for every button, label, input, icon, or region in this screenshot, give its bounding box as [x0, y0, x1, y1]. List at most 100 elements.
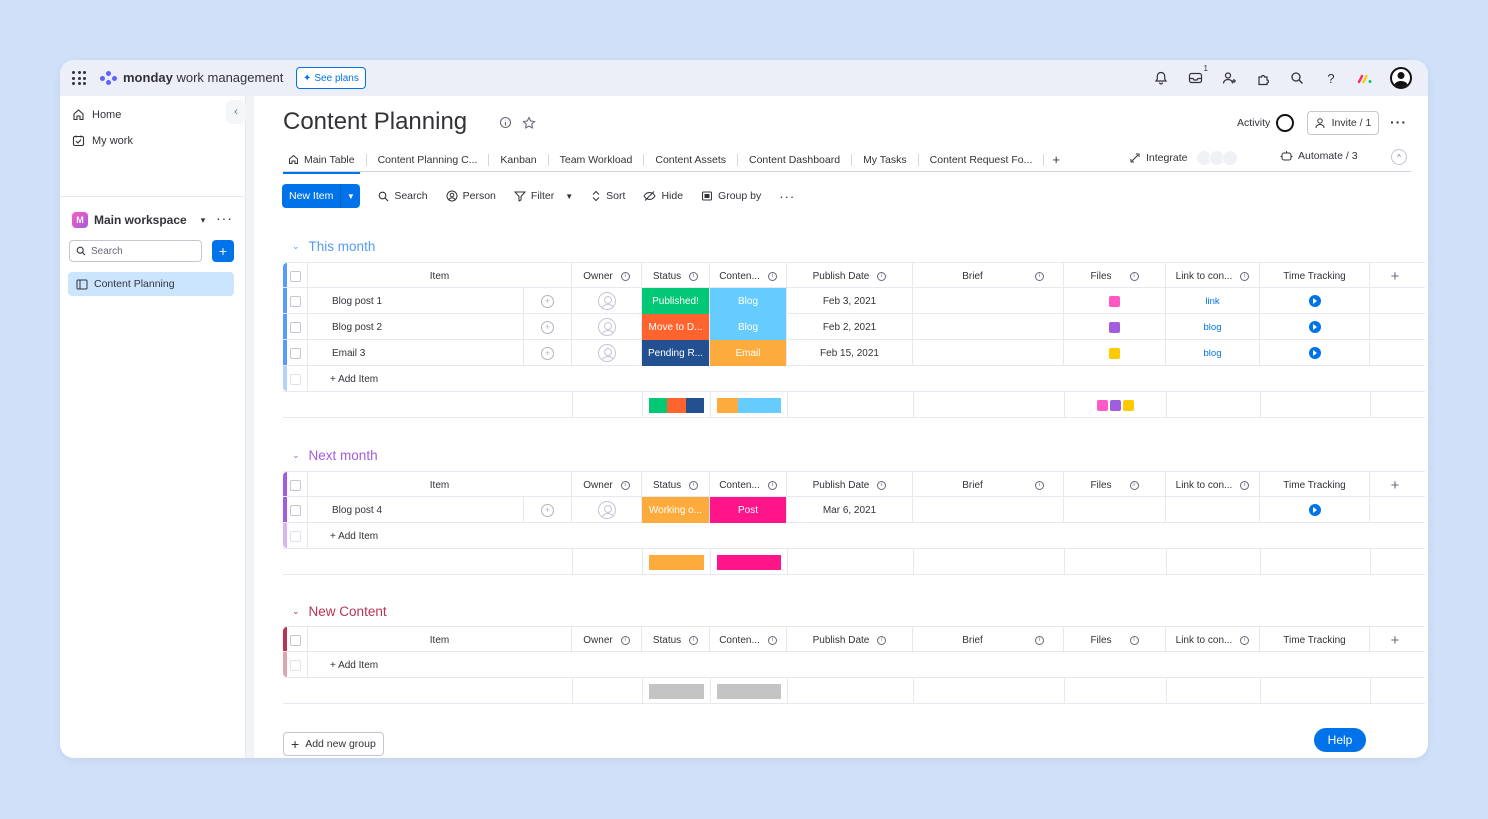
table-row[interactable]: Blog post 2 + Move to D... Blog Feb 2, 2…	[283, 314, 1425, 340]
conversation-button[interactable]: +	[524, 497, 572, 523]
tab-content-assets[interactable]: Content Assets	[643, 153, 737, 166]
files-cell[interactable]	[1064, 288, 1166, 314]
group-title[interactable]: New Content	[308, 604, 387, 619]
sidebar-item-home[interactable]: Home	[72, 108, 121, 121]
link-cell[interactable]	[1166, 497, 1260, 523]
time-tracking-cell[interactable]	[1260, 340, 1370, 366]
star-icon[interactable]	[522, 116, 536, 133]
person-filter-button[interactable]: Person	[446, 190, 496, 202]
link-cell[interactable]: blog	[1166, 314, 1260, 340]
sidebar-search-input[interactable]: Search	[69, 240, 202, 262]
content-type-cell[interactable]: Blog	[710, 314, 787, 340]
owner-cell[interactable]	[572, 288, 642, 314]
status-cell[interactable]: Move to D...	[642, 314, 710, 340]
files-cell[interactable]	[1064, 497, 1166, 523]
owner-cell[interactable]	[572, 497, 642, 523]
column-header-brief[interactable]: Brief i	[913, 627, 1064, 653]
add-item-input[interactable]: + Add Item	[330, 530, 379, 542]
files-summary[interactable]	[1064, 392, 1166, 418]
tab-team-workload[interactable]: Team Workload	[547, 153, 644, 166]
files-cell[interactable]	[1064, 340, 1166, 366]
conversation-button[interactable]: +	[524, 288, 572, 314]
column-header-item[interactable]: Item	[308, 627, 572, 653]
search-icon[interactable]	[1288, 69, 1306, 87]
column-header-files[interactable]: Files i	[1064, 627, 1166, 653]
status-cell[interactable]: Working o...	[642, 497, 710, 523]
new-item-button[interactable]: New Item ▼	[282, 184, 361, 208]
add-column-button[interactable]: +	[1390, 267, 1400, 285]
brief-cell[interactable]	[913, 314, 1064, 340]
content-type-summary[interactable]	[710, 678, 787, 704]
chevron-down-icon[interactable]: ▼	[346, 191, 355, 201]
column-header-files[interactable]: Files i	[1064, 263, 1166, 289]
select-all-checkbox[interactable]	[283, 472, 308, 498]
item-name[interactable]: Blog post 2	[308, 314, 524, 340]
column-header-brief[interactable]: Brief i	[913, 263, 1064, 289]
brand-logo[interactable]: monday work management	[100, 70, 283, 85]
add-new-group-button[interactable]: + Add new group	[283, 732, 384, 756]
column-header-status[interactable]: Status i	[642, 627, 710, 653]
chevron-down-icon[interactable]: ⌄	[292, 450, 300, 460]
column-header-owner[interactable]: Owner i	[572, 472, 642, 498]
tab-content-planning-calendar[interactable]: Content Planning C...	[365, 153, 489, 166]
chevron-down-icon[interactable]: ⌄	[292, 241, 300, 251]
add-view-button[interactable]: +	[1043, 153, 1068, 166]
collapse-header-button[interactable]: ^	[1391, 149, 1407, 165]
item-name[interactable]: Email 3	[308, 340, 524, 366]
item-name[interactable]: Blog post 4	[308, 497, 524, 523]
apps-marketplace-icon[interactable]	[1254, 69, 1272, 87]
group-header-new-content[interactable]: ⌄ New Content	[292, 604, 387, 619]
status-cell[interactable]: Published!	[642, 288, 710, 314]
publish-date-cell[interactable]: Feb 2, 2021	[787, 314, 913, 340]
activity-button[interactable]: Activity	[1237, 114, 1295, 132]
column-header-link[interactable]: Link to con... i	[1166, 472, 1260, 498]
table-row[interactable]: Blog post 4 + Working o... Post Mar 6, 2…	[283, 497, 1425, 523]
column-header-content[interactable]: Conten... i	[710, 472, 787, 498]
row-checkbox[interactable]	[283, 497, 308, 523]
column-header-time-tracking[interactable]: Time Tracking	[1260, 472, 1370, 498]
row-checkbox[interactable]	[283, 288, 308, 314]
column-header-item[interactable]: Item	[308, 263, 572, 289]
column-header-content[interactable]: Conten... i	[710, 263, 787, 289]
column-header-publish-date[interactable]: Publish Date i	[787, 263, 913, 289]
chevron-down-icon[interactable]: ▼	[565, 191, 574, 201]
sidebar-item-my-work[interactable]: My work	[72, 134, 133, 147]
publish-date-cell[interactable]: Feb 15, 2021	[787, 340, 913, 366]
column-header-status[interactable]: Status i	[642, 472, 710, 498]
table-row[interactable]: Email 3 + Pending R... Email Feb 15, 202…	[283, 340, 1425, 366]
workspace-more-icon[interactable]: ···	[216, 210, 233, 226]
group-title[interactable]: Next month	[308, 448, 378, 463]
time-tracking-cell[interactable]	[1260, 314, 1370, 340]
conversation-button[interactable]: +	[524, 314, 572, 340]
group-title[interactable]: This month	[308, 239, 376, 254]
add-item-input[interactable]: + Add Item	[330, 659, 379, 671]
search-button[interactable]: Search	[378, 190, 428, 202]
owner-cell[interactable]	[572, 314, 642, 340]
automate-button[interactable]: Automate / 3	[1280, 150, 1358, 162]
column-header-link[interactable]: Link to con... i	[1166, 627, 1260, 653]
see-plans-button[interactable]: ✦ See plans	[296, 67, 366, 89]
status-summary[interactable]	[642, 549, 710, 575]
status-summary[interactable]	[642, 392, 710, 418]
owner-cell[interactable]	[572, 340, 642, 366]
sidebar-item-content-planning[interactable]: Content Planning	[68, 272, 234, 296]
column-header-status[interactable]: Status i	[642, 263, 710, 289]
status-cell[interactable]: Pending R...	[642, 340, 710, 366]
column-header-time-tracking[interactable]: Time Tracking	[1260, 263, 1370, 289]
group-header-this-month[interactable]: ⌄ This month	[292, 239, 375, 254]
monday-products-icon[interactable]	[1356, 69, 1374, 87]
tab-content-request-form[interactable]: Content Request Fo...	[917, 153, 1044, 166]
row-checkbox[interactable]	[283, 340, 308, 366]
inbox-icon[interactable]: 1	[1186, 64, 1208, 87]
table-row[interactable]: Blog post 1 + Published! Blog Feb 3, 202…	[283, 288, 1425, 314]
workspace-selector[interactable]: M Main workspace ▾	[72, 212, 205, 228]
board-more-icon[interactable]: ···	[1390, 114, 1407, 130]
publish-date-cell[interactable]: Mar 6, 2021	[787, 497, 913, 523]
add-item-input[interactable]: + Add Item	[330, 373, 379, 385]
column-header-brief[interactable]: Brief i	[913, 472, 1064, 498]
info-icon[interactable]	[499, 116, 512, 133]
time-tracking-cell[interactable]	[1260, 288, 1370, 314]
help-icon[interactable]: ?	[1327, 70, 1335, 86]
invite-button[interactable]: Invite / 1	[1307, 111, 1379, 135]
tab-kanban[interactable]: Kanban	[488, 153, 547, 166]
